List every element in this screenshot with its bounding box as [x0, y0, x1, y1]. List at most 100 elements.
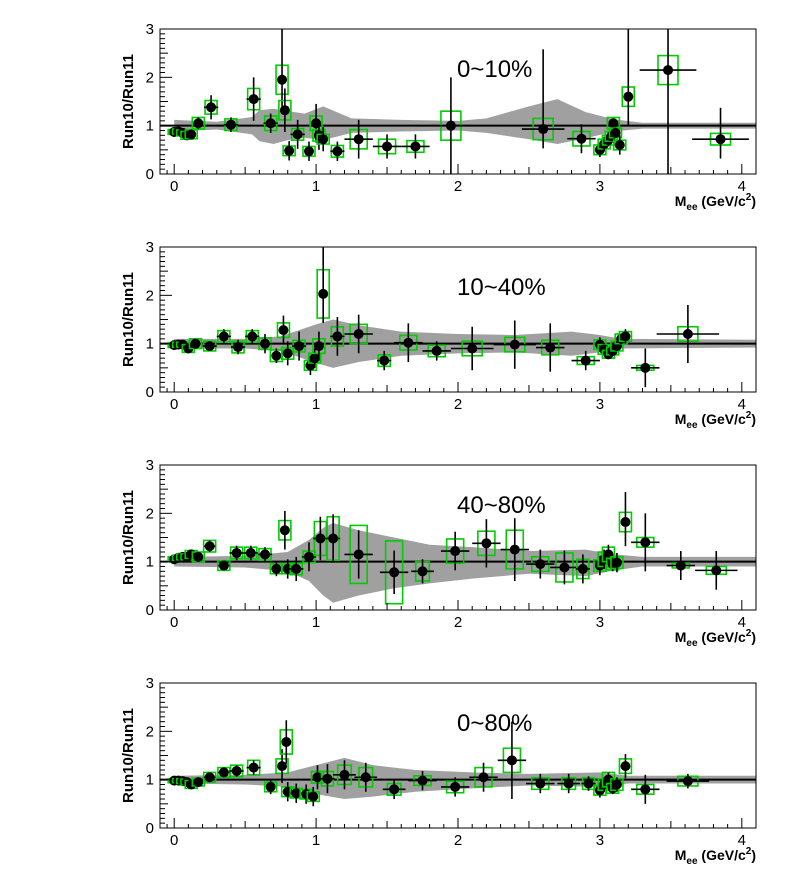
marker — [318, 134, 329, 145]
x-axis-label-sup: 2 — [746, 628, 752, 639]
marker — [403, 337, 414, 348]
marker — [450, 546, 461, 557]
marker — [663, 65, 674, 76]
data-point — [631, 513, 660, 572]
y-tick-label: 3 — [146, 457, 154, 474]
data-point — [394, 323, 423, 363]
y-tick-label: 3 — [146, 21, 154, 38]
x-tick-label: 1 — [312, 178, 320, 195]
x-axis-label-unit: (GeV/c — [698, 629, 746, 645]
data-point — [608, 127, 623, 139]
data-point — [202, 340, 217, 352]
marker — [353, 549, 364, 560]
x-tick-label: 0 — [170, 178, 178, 195]
data-point — [280, 341, 295, 366]
x-axis-label-unit: (GeV/c — [698, 411, 746, 427]
data-point — [269, 348, 284, 363]
marker — [204, 772, 215, 783]
data-point — [493, 320, 537, 369]
x-axis-label-unit: (GeV/c — [698, 847, 746, 863]
data-point — [344, 524, 373, 585]
y-tick-label: 0 — [146, 602, 154, 619]
x-tick-label: 1 — [312, 832, 320, 849]
data-point — [316, 127, 330, 152]
marker — [509, 544, 520, 555]
marker — [225, 119, 236, 130]
marker — [614, 140, 625, 150]
marker — [389, 784, 400, 795]
data-point — [666, 773, 710, 789]
data-point — [257, 547, 273, 562]
data-point — [401, 134, 430, 159]
data-point — [382, 779, 406, 799]
marker — [318, 288, 329, 299]
axes-frame — [159, 464, 757, 611]
data-point — [440, 777, 470, 797]
data-point — [422, 341, 451, 361]
marker — [623, 91, 634, 102]
data-point — [408, 770, 437, 791]
data-point — [312, 331, 326, 361]
data-point — [191, 777, 206, 788]
x-axis-label-sup: 2 — [746, 410, 752, 421]
panel-title: 0~10% — [457, 56, 532, 83]
data-point — [581, 776, 596, 791]
marker — [538, 124, 549, 135]
marker — [509, 339, 520, 350]
marker — [478, 772, 489, 783]
data-point — [639, 29, 697, 174]
marker — [563, 778, 574, 789]
marker — [711, 565, 722, 576]
data-point — [666, 551, 695, 581]
data-point — [694, 551, 738, 590]
data-point — [450, 326, 494, 371]
data-point — [497, 721, 527, 799]
data-point — [500, 518, 529, 581]
marker — [206, 102, 217, 113]
x-tick-label: 2 — [454, 178, 462, 195]
x-axis-label-sup: 2 — [746, 846, 752, 857]
y-tick-label: 2 — [146, 69, 154, 86]
marker — [583, 778, 594, 789]
data-point — [320, 764, 335, 794]
data-point — [223, 117, 239, 132]
marker — [309, 353, 320, 364]
data-point — [429, 77, 473, 174]
marker — [577, 563, 588, 574]
data-point — [289, 556, 304, 581]
marker — [281, 736, 292, 747]
marker — [353, 329, 364, 339]
marker — [682, 776, 693, 787]
data-point — [567, 124, 596, 154]
marker — [294, 341, 305, 352]
data-point — [184, 129, 199, 140]
x-tick-label: 4 — [738, 832, 746, 849]
marker — [231, 547, 242, 558]
data-point — [202, 539, 217, 553]
marker — [245, 547, 256, 558]
marker — [715, 134, 726, 145]
marker — [389, 567, 400, 578]
marker — [183, 343, 194, 354]
data-point — [181, 343, 196, 354]
marker — [284, 145, 295, 156]
y-axis-label: Run10/Run11 — [120, 272, 137, 367]
marker — [332, 331, 343, 342]
marker — [417, 775, 428, 786]
data-point — [344, 314, 373, 354]
x-axis-label-main: M — [675, 411, 687, 427]
x-tick-label: 0 — [170, 614, 178, 631]
marker — [481, 538, 492, 549]
data-point — [526, 549, 555, 579]
marker — [204, 541, 215, 552]
data-point — [612, 135, 627, 155]
marker — [304, 146, 314, 157]
data-point — [411, 559, 434, 584]
data-point — [229, 764, 244, 778]
x-axis-label-sub: ee — [686, 856, 698, 867]
x-axis-label-main: M — [675, 629, 687, 645]
data-point — [275, 29, 289, 107]
